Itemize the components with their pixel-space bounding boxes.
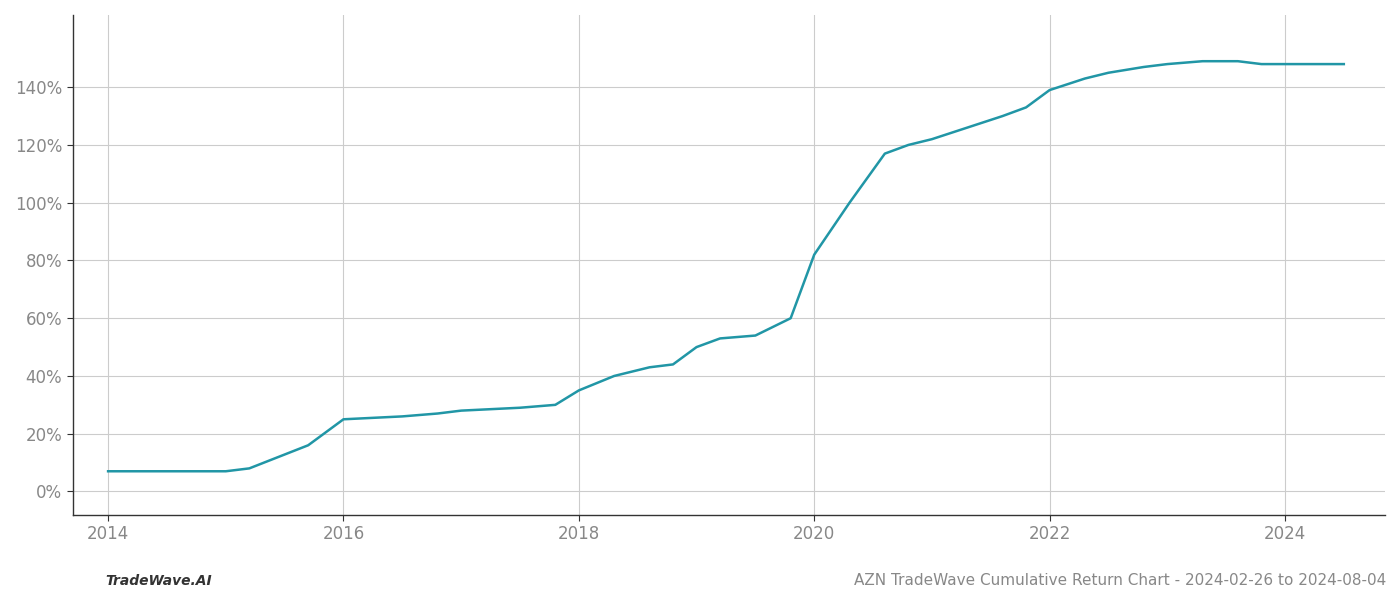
Text: TradeWave.AI: TradeWave.AI <box>105 574 211 588</box>
Text: AZN TradeWave Cumulative Return Chart - 2024-02-26 to 2024-08-04: AZN TradeWave Cumulative Return Chart - … <box>854 573 1386 588</box>
